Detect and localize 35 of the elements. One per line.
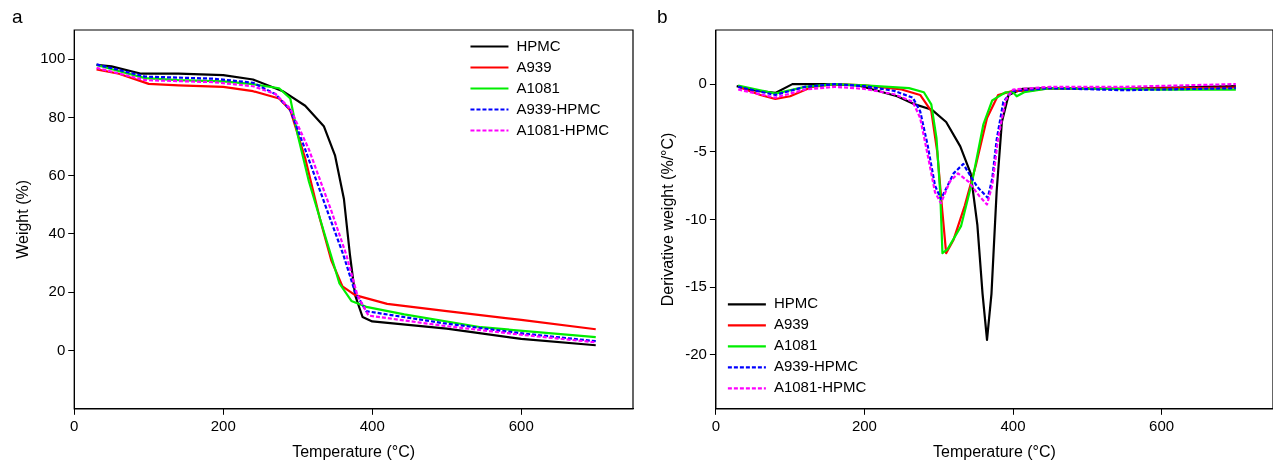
y-tick-label: 80 xyxy=(48,107,66,125)
x-axis-title: Temperature (°C) xyxy=(933,442,1056,460)
text: b xyxy=(657,5,668,27)
y-axis-title: Weight (%) xyxy=(14,179,32,259)
y-tick-label: 0 xyxy=(698,74,707,92)
legend-label: A939 xyxy=(516,57,552,75)
legend-label: HPMC xyxy=(516,36,561,54)
x-tick-label: 0 xyxy=(711,416,721,434)
x-tick-label: 400 xyxy=(1000,416,1026,434)
x-tick-label: 200 xyxy=(851,416,877,434)
y-tick-label: -10 xyxy=(685,209,707,227)
y-tick-label: -5 xyxy=(693,141,707,159)
y-tick-label: 100 xyxy=(40,49,66,67)
y-tick-label: 60 xyxy=(48,165,66,183)
y-tick-label: -15 xyxy=(685,277,707,295)
legend-label: HPMC xyxy=(773,294,819,312)
legend-label: A1081 xyxy=(773,336,818,354)
x-axis-title: Temperature (°C) xyxy=(292,442,416,460)
legend-label: A939 xyxy=(773,315,809,333)
x-tick-label: 0 xyxy=(70,416,79,434)
legend-label: A1081-HPMC xyxy=(773,378,867,396)
text: a xyxy=(12,5,23,27)
y-axis-title: Derivative weight (%/°C) xyxy=(659,132,677,307)
x-tick-label: 400 xyxy=(359,416,385,434)
y-tick-label: -20 xyxy=(685,344,707,362)
y-tick-label: 40 xyxy=(48,224,66,242)
legend-label: A939-HPMC xyxy=(516,99,601,117)
legend-label: A1081 xyxy=(516,78,560,96)
legend-label: A1081-HPMC xyxy=(516,120,610,138)
x-tick-label: 600 xyxy=(508,416,534,434)
x-tick-label: 600 xyxy=(1149,416,1175,434)
x-tick-label: 200 xyxy=(210,416,236,434)
legend-label: A939-HPMC xyxy=(773,357,859,375)
y-tick-label: 20 xyxy=(48,282,66,300)
y-tick-label: 0 xyxy=(56,340,66,358)
